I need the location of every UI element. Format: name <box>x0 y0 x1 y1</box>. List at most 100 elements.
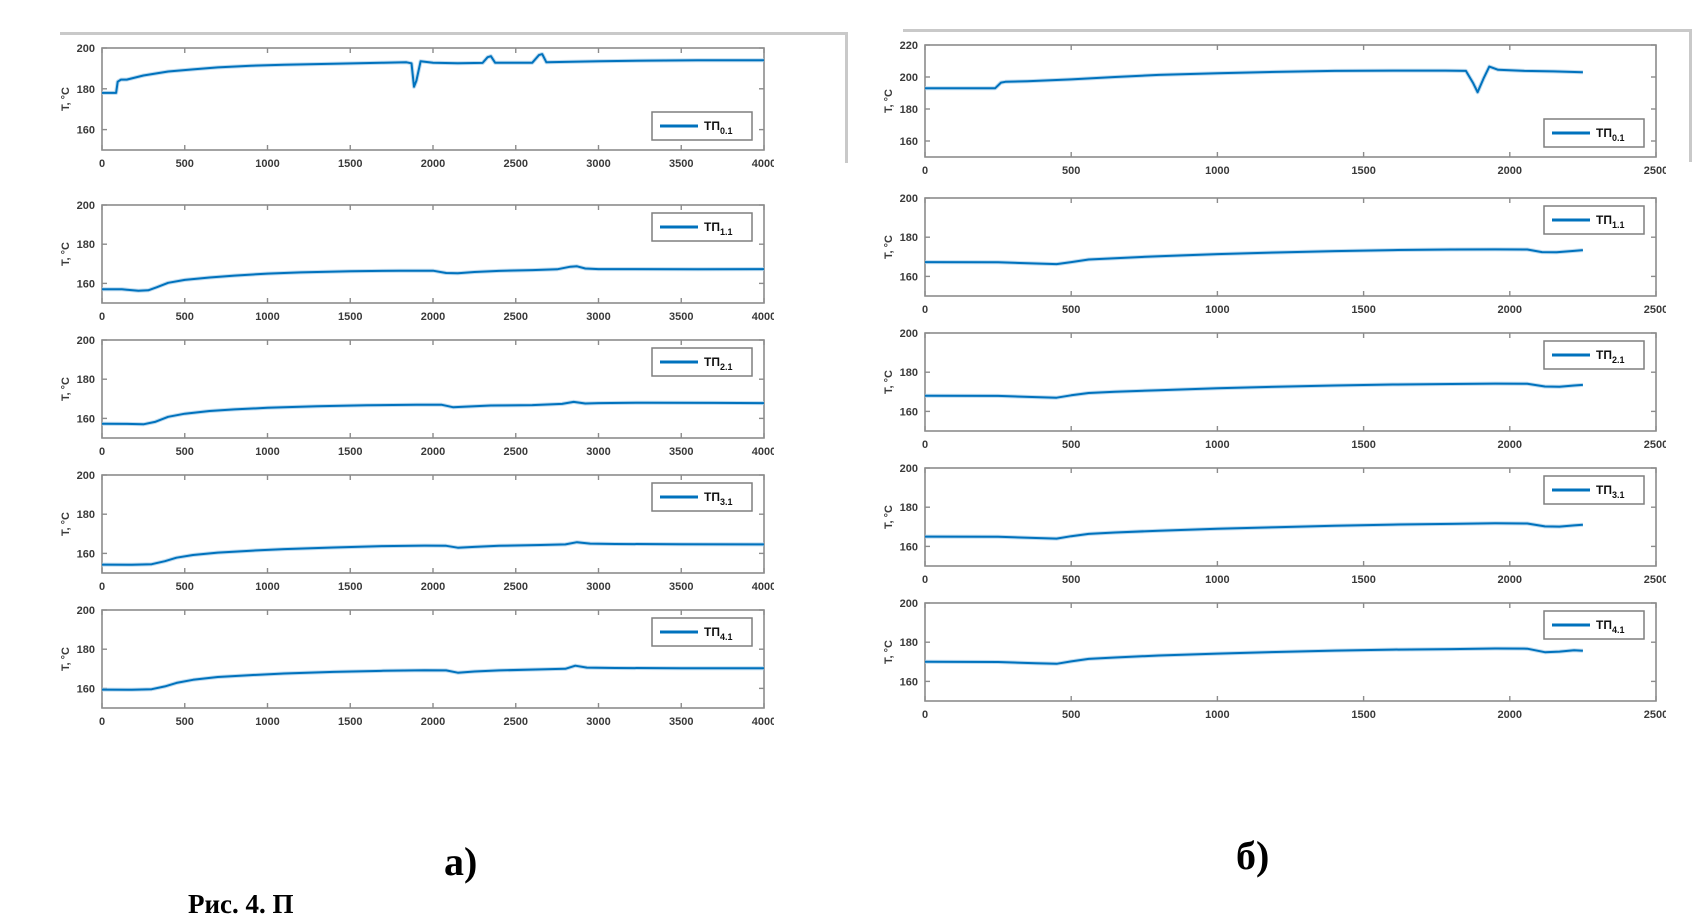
chart-svg-b3: 0 500 1000 1500 2000 2500 160 180 200 T, °C ТП2.1 <box>883 328 1668 451</box>
x-tick-label: 0 <box>922 709 928 721</box>
x-tick-label: 0 <box>99 716 105 728</box>
bottom-caption-partial: Рис. 4. П <box>188 889 294 919</box>
chart-svg-a2: 0 500 1000 1500 2000 2500 3000 3500 4000 160 180 20… <box>60 200 776 323</box>
legend: ТП4.1 <box>1543 610 1645 640</box>
x-tick-label: 2000 <box>1498 165 1522 177</box>
y-tick-label: 200 <box>900 598 918 610</box>
y-axis-label: T, °C <box>60 87 72 111</box>
x-tick-label: 4000 <box>752 581 774 593</box>
legend: ТП3.1 <box>1543 475 1645 505</box>
chart-svg-b1: 0 500 1000 1500 2000 2500 160 180 200 220 T, °C ТП0… <box>883 40 1668 177</box>
legend: ТП1.1 <box>1543 205 1645 235</box>
legend: ТП2.1 <box>651 347 753 377</box>
subplot-panel-a3: 0 500 1000 1500 2000 2500 3000 3500 4000 160 180 20… <box>56 334 776 469</box>
subplot-panel-b3: 0 500 1000 1500 2000 2500 160 180 200 T, °C ТП2.1 <box>879 327 1668 462</box>
x-tick-label: 3000 <box>586 581 610 593</box>
legend: ТП3.1 <box>651 482 753 512</box>
series-line <box>102 53 764 94</box>
x-tick-label: 1000 <box>255 158 279 170</box>
x-tick-label: 4000 <box>752 446 774 458</box>
x-tick-label: 4000 <box>752 311 774 323</box>
x-tick-label: 2000 <box>1498 304 1522 316</box>
x-tick-label: 500 <box>176 581 194 593</box>
x-tick-label: 2500 <box>504 581 528 593</box>
y-tick-label: 200 <box>900 463 918 475</box>
y-tick-label: 180 <box>77 509 95 521</box>
caption-b: б) <box>1236 833 1270 878</box>
figure-edge-top-left <box>60 32 848 35</box>
y-axis-label: T, °C <box>883 89 895 113</box>
x-tick-label: 2500 <box>504 158 528 170</box>
y-tick-label: 180 <box>77 239 95 251</box>
y-axis-label: T, °C <box>883 505 895 529</box>
x-tick-label: 2000 <box>421 311 445 323</box>
y-axis-label: T, °C <box>60 377 72 401</box>
x-tick-label: 500 <box>176 158 194 170</box>
x-tick-label: 2000 <box>421 581 445 593</box>
x-tick-label: 1500 <box>338 716 362 728</box>
y-axis-label: T, °C <box>883 370 895 394</box>
chart-svg-a5: 0 500 1000 1500 2000 2500 3000 3500 4000 160 180 20… <box>60 605 776 728</box>
x-tick-label: 500 <box>1062 709 1080 721</box>
legend-label-subscript: 2.1 <box>1612 355 1625 365</box>
series-line <box>924 647 1583 665</box>
y-tick-label: 180 <box>77 374 95 386</box>
chart-svg-a1: 0 500 1000 1500 2000 2500 3000 3500 4000 160 180 20… <box>60 43 776 170</box>
x-tick-label: 500 <box>176 311 194 323</box>
y-tick-label: 180 <box>900 232 918 244</box>
x-tick-label: 2000 <box>421 446 445 458</box>
x-tick-label: 3000 <box>586 716 610 728</box>
x-tick-label: 500 <box>1062 574 1080 586</box>
x-tick-label: 1500 <box>1351 304 1375 316</box>
plot-area <box>924 44 1657 158</box>
x-tick-label: 3500 <box>669 311 693 323</box>
legend-label-subscript: 3.1 <box>1612 490 1625 500</box>
chart-svg-b5: 0 500 1000 1500 2000 2500 160 180 200 T, °C ТП4.1 <box>883 598 1668 721</box>
x-tick-label: 3500 <box>669 581 693 593</box>
x-tick-label: 1000 <box>1205 574 1229 586</box>
x-tick-label: 500 <box>1062 165 1080 177</box>
series-line <box>102 265 765 292</box>
x-tick-label: 1000 <box>255 581 279 593</box>
x-tick-label: 3500 <box>669 716 693 728</box>
chart-svg-a4: 0 500 1000 1500 2000 2500 3000 3500 4000 160 180 20… <box>60 470 776 593</box>
plot-area <box>924 197 1657 297</box>
y-tick-label: 160 <box>77 548 95 560</box>
figure-edge-right-left <box>845 32 848 163</box>
x-tick-label: 1500 <box>1351 439 1375 451</box>
series-line <box>924 248 1583 266</box>
x-tick-label: 2500 <box>504 311 528 323</box>
x-tick-label: 4000 <box>752 716 774 728</box>
legend-label-subscript: 3.1 <box>720 497 733 507</box>
legend: ТП1.1 <box>651 212 753 242</box>
x-tick-label: 2500 <box>1644 165 1666 177</box>
y-axis-label: T, °C <box>883 235 895 259</box>
series-line <box>924 522 1583 540</box>
y-tick-label: 160 <box>900 676 918 688</box>
x-tick-label: 2500 <box>504 716 528 728</box>
x-tick-label: 4000 <box>752 158 774 170</box>
subplot-panel-a4: 0 500 1000 1500 2000 2500 3000 3500 4000 160 180 20… <box>56 469 776 604</box>
y-axis-label: T, °C <box>60 647 72 671</box>
x-tick-label: 0 <box>99 446 105 458</box>
x-tick-label: 1500 <box>338 581 362 593</box>
x-tick-label: 0 <box>922 165 928 177</box>
series-line <box>924 382 1583 399</box>
y-tick-label: 160 <box>77 413 95 425</box>
x-tick-label: 3500 <box>669 158 693 170</box>
x-tick-label: 0 <box>99 581 105 593</box>
x-tick-label: 3000 <box>586 311 610 323</box>
figure-edge-right-right <box>1689 29 1692 162</box>
x-tick-label: 2500 <box>1644 709 1666 721</box>
figure-edge-top-right <box>903 29 1692 32</box>
x-tick-label: 2000 <box>1498 439 1522 451</box>
y-tick-label: 160 <box>77 683 95 695</box>
y-tick-label: 200 <box>77 335 95 347</box>
series-line <box>101 400 765 426</box>
x-tick-label: 0 <box>922 574 928 586</box>
chart-svg-b2: 0 500 1000 1500 2000 2500 160 180 200 T, °C ТП1.1 <box>883 193 1668 316</box>
series-line <box>101 541 765 566</box>
x-tick-label: 1500 <box>338 446 362 458</box>
legend-label-subscript: 2.1 <box>720 362 733 372</box>
y-tick-label: 160 <box>900 136 918 148</box>
